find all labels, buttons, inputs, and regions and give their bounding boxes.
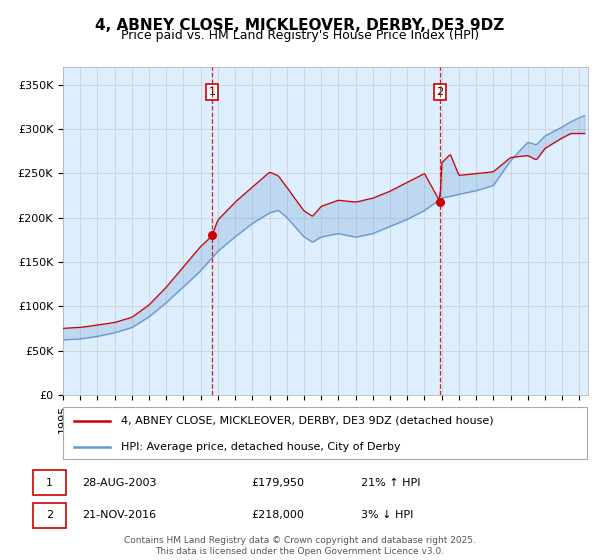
Text: £179,950: £179,950 (251, 478, 304, 488)
Text: 1: 1 (46, 478, 53, 488)
Text: Price paid vs. HM Land Registry's House Price Index (HPI): Price paid vs. HM Land Registry's House … (121, 29, 479, 42)
Text: 4, ABNEY CLOSE, MICKLEOVER, DERBY, DE3 9DZ (detached house): 4, ABNEY CLOSE, MICKLEOVER, DERBY, DE3 9… (121, 416, 493, 426)
Text: 3% ↓ HPI: 3% ↓ HPI (361, 510, 413, 520)
Text: HPI: Average price, detached house, City of Derby: HPI: Average price, detached house, City… (121, 442, 400, 451)
Text: 2: 2 (46, 510, 53, 520)
Text: 1: 1 (208, 87, 215, 97)
FancyBboxPatch shape (33, 503, 66, 528)
Text: £218,000: £218,000 (251, 510, 304, 520)
Text: 21-NOV-2016: 21-NOV-2016 (82, 510, 157, 520)
Text: Contains HM Land Registry data © Crown copyright and database right 2025.
This d: Contains HM Land Registry data © Crown c… (124, 536, 476, 556)
FancyBboxPatch shape (33, 470, 66, 495)
FancyBboxPatch shape (63, 407, 587, 459)
Text: 28-AUG-2003: 28-AUG-2003 (82, 478, 157, 488)
Text: 21% ↑ HPI: 21% ↑ HPI (361, 478, 421, 488)
Text: 2: 2 (436, 87, 443, 97)
Text: 4, ABNEY CLOSE, MICKLEOVER, DERBY, DE3 9DZ: 4, ABNEY CLOSE, MICKLEOVER, DERBY, DE3 9… (95, 18, 505, 33)
